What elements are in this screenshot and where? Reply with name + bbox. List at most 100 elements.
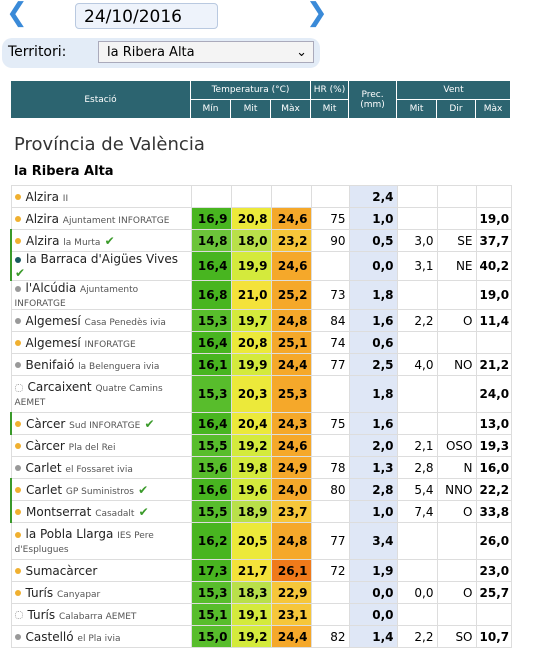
value-cell (436, 331, 477, 354)
value-cell: 0,0 (348, 603, 398, 626)
value-cell: 21,2 (475, 353, 512, 376)
value-cell: 0,0 (396, 581, 438, 604)
station-source: Canyapar (56, 589, 101, 600)
value-cell (396, 375, 438, 413)
col-header: Temperatura (°C) (190, 80, 311, 100)
status-dot (14, 318, 21, 324)
station-row: Carcaixent Quatre Camins AEMET 15,3 20,3 25… (10, 375, 512, 413)
value-cell: 0,5 (348, 229, 398, 252)
prev-day[interactable]: ❮ (6, 0, 28, 28)
value-cell: 15,6 (190, 456, 232, 479)
value-cell: 18,9 (230, 500, 272, 523)
value-cell: 1,8 (348, 375, 398, 413)
value-cell (436, 522, 477, 560)
station-name: Carcaixent (27, 380, 92, 394)
value-cell: 2,8 (348, 478, 398, 501)
filter-label: Territori: (8, 44, 67, 60)
verified-icon: ✔ (100, 233, 115, 248)
station-name: Càrcer (25, 438, 65, 453)
value-cell: 2,0 (348, 434, 398, 457)
data-table: Alzira II 2,4 Alzira Ajuntament INFORATGE 1… (10, 185, 512, 648)
value-cell: 2,4 (348, 185, 398, 208)
value-cell: 14,8 (190, 229, 232, 252)
col-header: Vent (395, 80, 512, 100)
next-day[interactable]: ❯ (306, 0, 328, 28)
value-cell: 10,7 (475, 625, 512, 648)
value-cell (230, 185, 272, 208)
date-input[interactable]: 24/10/2016 (75, 3, 218, 29)
status-dot (15, 238, 21, 244)
value-cell: 80 (310, 478, 350, 501)
station-source: IES Pere d'Esplugues (14, 531, 154, 555)
value-cell: 24,6 (270, 207, 312, 230)
status-dot (15, 487, 21, 493)
value-cell (436, 603, 477, 626)
station-source: Calabarra AEMET (58, 611, 137, 622)
value-cell: 16,6 (190, 478, 232, 501)
value-cell: 15,5 (190, 500, 232, 523)
station-source: Quatre Camins AEMET (14, 384, 163, 408)
status-dot (15, 509, 21, 515)
value-cell: 7,4 (396, 500, 438, 523)
station-row: Càrcer Pla del Rei 15,5 19,2 24,6 2,0 2,1 OSO 1… (10, 434, 512, 457)
value-cell: 19,9 (230, 251, 272, 281)
station-cell: Càrcer Sud INFORATGE ✔ (10, 412, 192, 435)
station-cell: Algemesí Casa Penedès ivia (10, 309, 192, 332)
value-cell (396, 522, 438, 560)
value-cell: 18,0 (230, 229, 272, 252)
value-cell: 19,0 (475, 280, 512, 310)
status-dot (14, 465, 21, 471)
station-name: Castelló (25, 629, 74, 644)
value-cell: 11,4 (475, 309, 512, 332)
value-cell (270, 185, 312, 208)
station-row: Alzira Ajuntament INFORATGE 16,9 20,8 24,6 7… (10, 207, 512, 230)
value-cell: 16,4 (190, 412, 232, 435)
col-subheader: Mín (190, 99, 231, 119)
value-cell: 2,1 (396, 434, 438, 457)
status-dot (14, 634, 21, 640)
value-cell: NE (436, 251, 477, 281)
value-cell: 1,9 (348, 559, 398, 582)
value-cell: 24,6 (270, 434, 312, 457)
station-name: Algemesí (25, 313, 81, 328)
station-source: Pla del Rei (68, 442, 116, 453)
value-cell: 19,2 (230, 434, 272, 457)
station-name: Sumacàrcer (25, 563, 98, 578)
value-cell (436, 280, 477, 310)
verified-icon: ✔ (134, 504, 149, 519)
value-cell: 19,7 (230, 309, 272, 332)
station-name: Algemesí (25, 335, 81, 350)
status-dot (14, 216, 21, 222)
value-cell: O (436, 309, 477, 332)
value-cell: 24,9 (270, 456, 312, 479)
value-cell (396, 331, 438, 354)
value-cell: 16,9 (190, 207, 232, 230)
value-cell: 21,7 (230, 559, 272, 582)
station-cell: Alzira la Murta ✔ (10, 229, 192, 252)
filter-select[interactable]: la Ribera Alta ⌄ (98, 41, 314, 63)
station-row: Castelló el Pla ivia 15,0 19,2 24,4 82 1,4 2,2… (10, 625, 512, 648)
value-cell: 33,8 (475, 500, 512, 523)
station-row: Carlet GP Suministros ✔ 16,6 19,6 24,0 80 2,8… (10, 478, 512, 501)
station-source: GP Suministros (65, 486, 134, 497)
value-cell: 20,4 (230, 412, 272, 435)
station-cell: l'Alcúdia Ajuntamento INFORATGE (10, 280, 192, 310)
value-cell (436, 375, 477, 413)
station-cell: Alzira II (10, 185, 192, 208)
col-header: Estació (10, 80, 191, 119)
status-dot (14, 568, 21, 574)
value-cell: 78 (310, 456, 350, 479)
value-cell: 37,7 (475, 229, 512, 252)
value-cell: 13,0 (475, 412, 512, 435)
station-row: Turís Canyapar 15,3 18,3 22,9 0,0 0,0 O 25,7 (10, 581, 512, 604)
station-source: Sud INFORATGE (69, 420, 141, 431)
value-cell: O (436, 500, 477, 523)
value-cell: SO (436, 625, 477, 648)
station-name: Alzira (26, 233, 60, 248)
value-cell: 16,2 (190, 522, 232, 560)
value-cell: 0,6 (348, 331, 398, 354)
value-cell (396, 603, 438, 626)
value-cell: 25,3 (270, 375, 312, 413)
station-cell: Algemesí INFORATGE (10, 331, 192, 354)
section-title: Província de València (14, 134, 205, 155)
